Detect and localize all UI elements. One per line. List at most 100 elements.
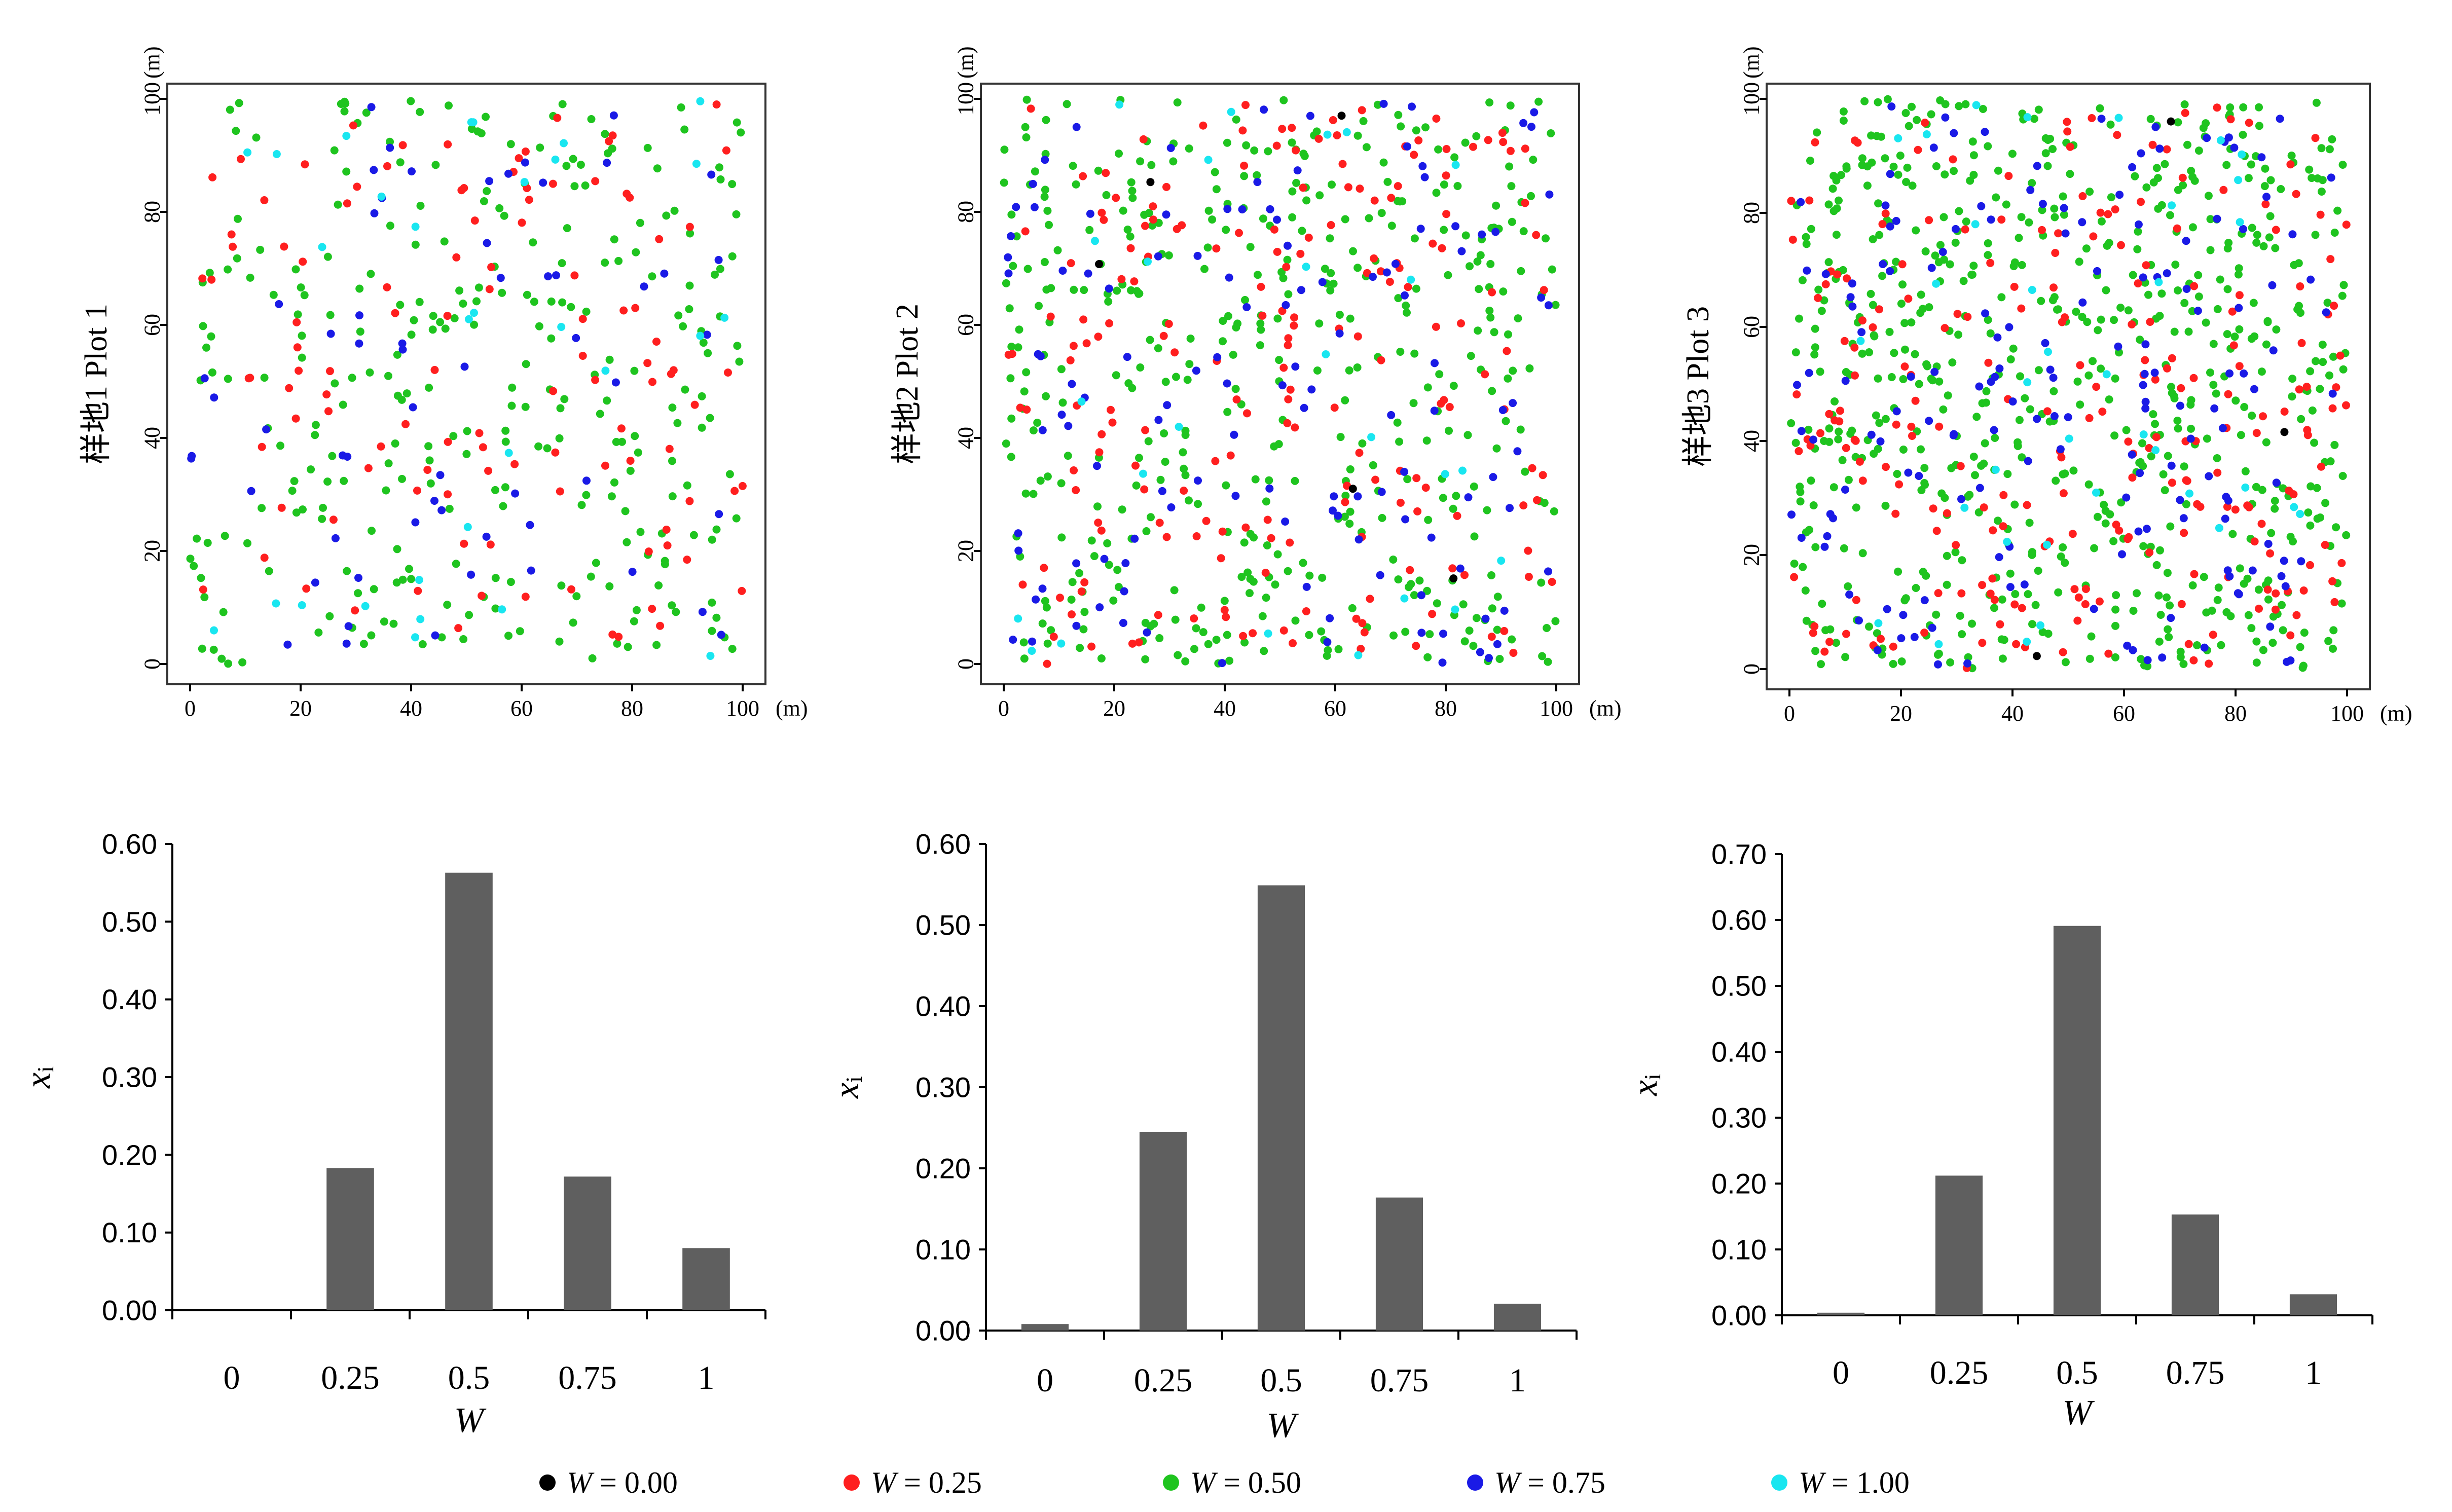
- tree-point: [1487, 571, 1495, 579]
- tree-point: [2202, 608, 2211, 617]
- tree-point: [1130, 534, 1139, 543]
- legend-label: W = 0.75: [1494, 1466, 1605, 1499]
- tree-point: [2252, 429, 2261, 437]
- tree-point: [2076, 361, 2084, 370]
- tree-point: [484, 466, 493, 475]
- tree-point: [2281, 582, 2290, 591]
- y-tick-label: 0: [954, 658, 978, 670]
- tree-point: [707, 170, 716, 179]
- tree-point: [677, 103, 685, 112]
- tree-point: [2139, 462, 2147, 470]
- tree-point: [1053, 246, 1062, 254]
- tree-point: [1136, 363, 1145, 372]
- tree-point: [1222, 226, 1230, 234]
- tree-point: [2000, 636, 2008, 644]
- tree-point: [1858, 154, 1867, 163]
- tree-point: [2294, 259, 2303, 268]
- y-tick-label: 60: [1739, 316, 1764, 338]
- tree-point: [2237, 431, 2245, 439]
- tree-point: [1220, 606, 1229, 614]
- y-tick-label: 0.10: [916, 1234, 971, 1266]
- tree-point: [1868, 158, 1876, 167]
- tree-point: [2082, 244, 2091, 253]
- tree-point: [2328, 135, 2336, 143]
- tree-point: [1183, 376, 1192, 384]
- tree-point: [386, 143, 394, 152]
- tree-point: [2044, 348, 2052, 356]
- y-tick-label: 0.50: [916, 909, 971, 941]
- tree-point: [2266, 549, 2275, 558]
- tree-point: [1982, 387, 1991, 395]
- tree-point: [1968, 619, 1976, 628]
- tree-point: [1817, 660, 1825, 669]
- tree-point: [1869, 235, 1877, 243]
- tree-point: [630, 366, 639, 375]
- tree-point: [252, 133, 261, 142]
- tree-point: [2267, 529, 2276, 537]
- tree-point: [1087, 642, 1096, 651]
- tree-point: [1223, 379, 1231, 388]
- tree-point: [2084, 371, 2093, 380]
- tree-point: [1341, 498, 1349, 506]
- x-tick-label: 20: [1890, 701, 1912, 726]
- tree-point: [2078, 192, 2087, 200]
- bar: [1021, 1324, 1069, 1331]
- tree-point: [324, 407, 333, 416]
- tree-point: [2332, 523, 2340, 532]
- tree-point: [193, 534, 201, 543]
- tree-point: [1431, 359, 1439, 367]
- tree-point: [551, 448, 560, 457]
- tree-point: [2193, 307, 2202, 315]
- x-unit-label: (m): [2380, 701, 2412, 726]
- tree-point: [1043, 639, 1052, 648]
- tree-point: [429, 312, 437, 320]
- tree-point: [499, 502, 507, 510]
- tree-point: [233, 254, 241, 263]
- tree-point: [2085, 414, 2094, 422]
- tree-point: [351, 606, 359, 615]
- y-unit-label: (m): [954, 46, 978, 79]
- tree-point: [1922, 130, 1931, 138]
- tree-point: [2338, 472, 2347, 480]
- tree-point: [685, 281, 694, 290]
- tree-point: [1135, 454, 1143, 462]
- tree-point: [2015, 234, 2023, 242]
- tree-point: [398, 575, 407, 584]
- tree-point: [2200, 643, 2209, 652]
- tree-point: [2213, 468, 2222, 477]
- tree-point: [1466, 262, 1474, 271]
- tree-point: [1913, 116, 1921, 124]
- tree-point: [475, 429, 484, 437]
- tree-point: [472, 297, 481, 306]
- tree-point: [1036, 476, 1045, 485]
- tree-point: [2028, 179, 2036, 188]
- tree-point: [2044, 630, 2053, 638]
- tree-point: [2163, 364, 2171, 373]
- tree-point: [2118, 550, 2126, 559]
- tree-point: [2213, 103, 2221, 112]
- tree-point: [1476, 648, 1484, 656]
- legend-marker: [1467, 1474, 1483, 1491]
- tree-point: [686, 229, 694, 238]
- tree-point: [1056, 594, 1064, 602]
- tree-point: [2060, 210, 2068, 219]
- tree-point: [1941, 113, 1950, 122]
- tree-point: [1509, 649, 1518, 657]
- tree-point: [1401, 515, 1410, 524]
- tree-point: [2244, 611, 2253, 619]
- tree-point: [2129, 607, 2138, 615]
- tree-point: [2312, 98, 2321, 107]
- tree-point: [425, 383, 433, 392]
- tree-point: [337, 100, 345, 108]
- tree-point: [1154, 252, 1162, 261]
- tree-point: [396, 301, 405, 309]
- tree-point: [1966, 176, 1974, 185]
- tree-point: [2133, 245, 2142, 253]
- tree-point: [298, 331, 306, 340]
- tree-point: [1874, 374, 1882, 383]
- tree-point: [1286, 538, 1294, 547]
- tree-point: [704, 349, 712, 357]
- tree-point: [2206, 246, 2215, 254]
- tree-point: [1544, 657, 1552, 666]
- tree-point: [2322, 308, 2330, 317]
